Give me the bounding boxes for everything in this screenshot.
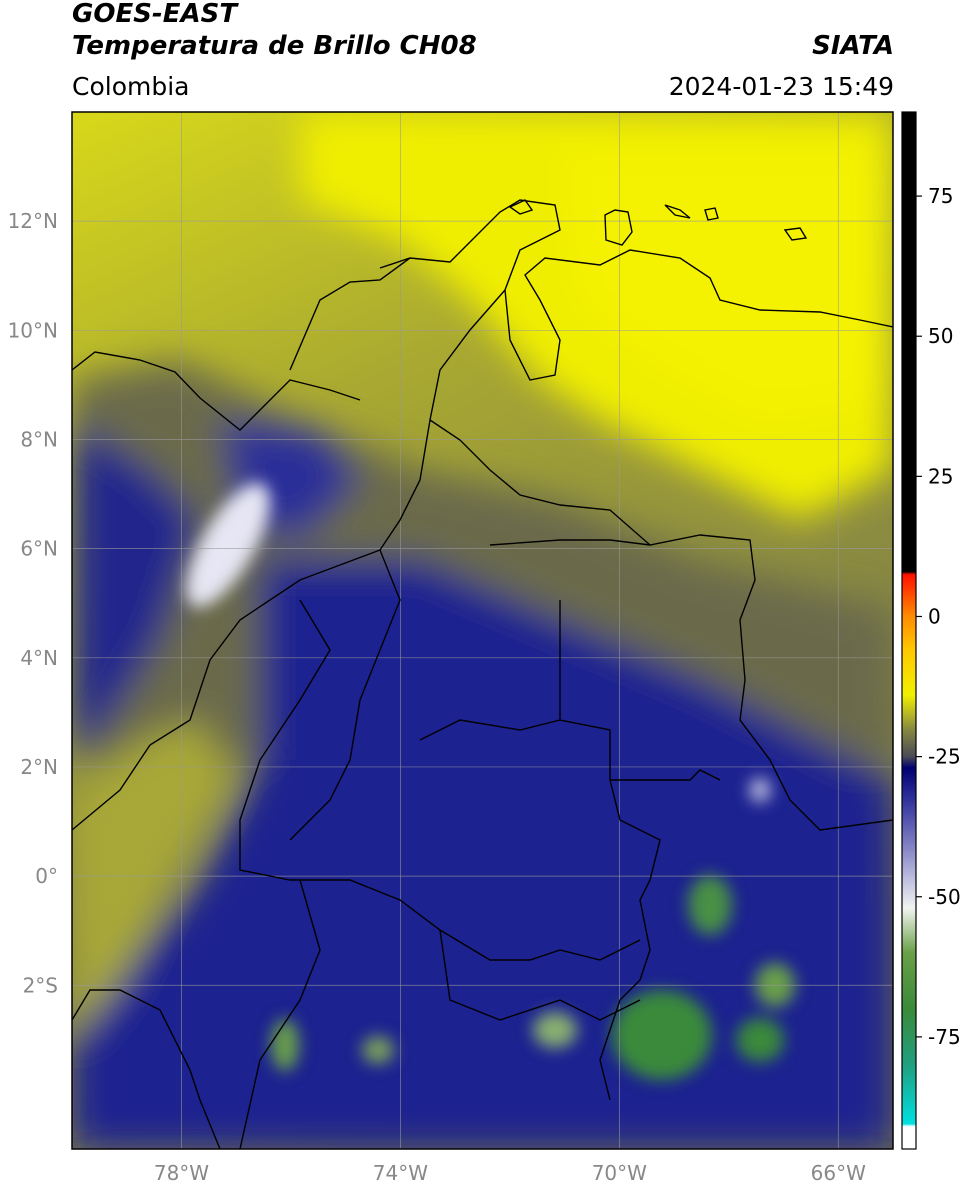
colorbar-tick-label: 75 [928, 184, 953, 208]
lat-tick-label: 8°N [20, 427, 58, 451]
lat-tick-label: 2°S [23, 973, 58, 997]
datetime-label: 2024-01-23 15:49 [668, 72, 894, 101]
colorbar-tick-label: 25 [928, 464, 953, 488]
lon-tick-label: 78°W [154, 1161, 209, 1185]
colorbar: 75 50 25 0 -25 -50 -75 [901, 111, 961, 1150]
colorbar-frame [901, 111, 917, 1150]
satellite-title: GOES-EAST [72, 0, 238, 29]
graticule [72, 112, 893, 1149]
lat-tick-label: 2°N [20, 755, 58, 779]
colorbar-scale [902, 112, 916, 1149]
colorbar-tick-label: -50 [928, 885, 961, 909]
colorbar-ticks: 75 50 25 0 -25 -50 -75 [916, 184, 961, 1049]
lat-tick-label: 10°N [8, 318, 58, 342]
latitude-labels: 12°N 10°N 8°N 6°N 4°N 2°N 0° 2°S [8, 209, 58, 997]
colorbar-tick-label: 0 [928, 604, 941, 628]
colorbar-tick-label: 50 [928, 324, 953, 348]
map-frame [71, 111, 894, 1150]
lat-tick-label: 4°N [20, 646, 58, 670]
colorbar-tick-label: -25 [928, 745, 961, 769]
lon-tick-label: 70°W [592, 1161, 647, 1185]
product-title: Temperatura de Brillo CH08 [72, 31, 477, 61]
satellite-image [72, 112, 893, 1149]
source-label: SIATA [812, 31, 894, 61]
colorbar-tick-label: -75 [928, 1025, 961, 1049]
lat-tick-label: 6°N [20, 537, 58, 561]
lon-tick-label: 74°W [373, 1161, 428, 1185]
longitude-labels: 78°W 74°W 70°W 66°W [154, 1161, 866, 1185]
lon-tick-label: 66°W [811, 1161, 866, 1185]
lat-tick-label: 0° [35, 864, 58, 888]
region-label: Colombia [72, 72, 190, 101]
lat-tick-label: 12°N [8, 209, 58, 233]
borders [72, 199, 893, 1149]
